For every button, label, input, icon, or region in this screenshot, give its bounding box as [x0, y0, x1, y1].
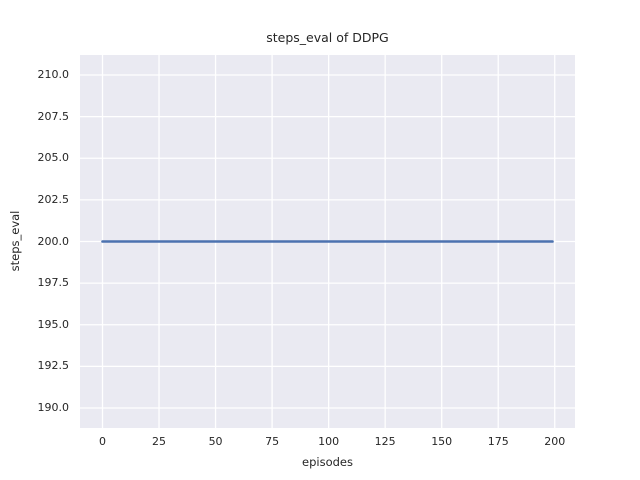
x-tick-label: 25: [152, 435, 167, 448]
x-tick-label: 100: [318, 435, 340, 448]
chart-title: steps_eval of DDPG: [266, 30, 389, 45]
x-tick-label: 125: [374, 435, 396, 448]
x-tick-label: 200: [544, 435, 566, 448]
x-tick-label: 175: [487, 435, 509, 448]
y-tick-label: 210.0: [37, 67, 70, 81]
x-tick-label: 0: [99, 435, 106, 448]
x-tick-label: 75: [265, 435, 280, 448]
x-tick-label: 150: [431, 435, 453, 448]
y-tick-label: 190.0: [37, 401, 70, 415]
y-tick-label: 207.5: [37, 109, 70, 123]
y-tick-label: 192.5: [37, 359, 70, 373]
y-tick-label: 202.5: [37, 192, 70, 206]
y-tick-label: 195.0: [37, 317, 70, 331]
y-tick-label: 197.5: [37, 276, 70, 290]
x-tick-label: 50: [208, 435, 223, 448]
y-tick-label: 205.0: [37, 151, 70, 165]
x-axis-label: episodes: [302, 455, 353, 469]
y-tick-label: 200.0: [37, 234, 70, 248]
